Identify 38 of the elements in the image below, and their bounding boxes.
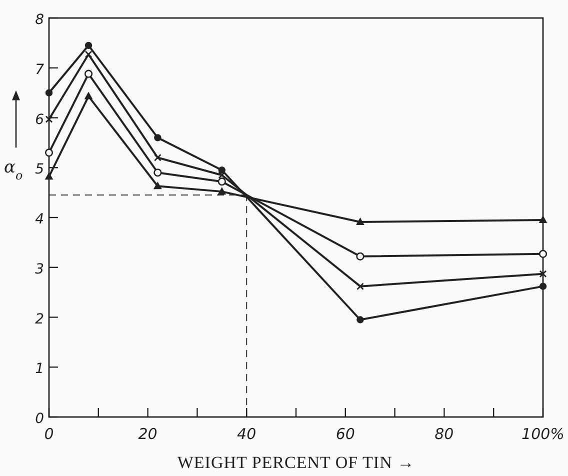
x-tick-label: 60 bbox=[336, 425, 355, 443]
y-axis-title: α$_{o}$ bbox=[4, 158, 23, 183]
point bbox=[356, 316, 364, 324]
point bbox=[218, 166, 226, 174]
point bbox=[84, 50, 92, 58]
point bbox=[356, 217, 364, 225]
point bbox=[84, 92, 93, 100]
point bbox=[44, 148, 54, 157]
y-tick-label: 8 bbox=[35, 12, 44, 28]
y-tick-label: 3 bbox=[35, 261, 44, 278]
point bbox=[218, 171, 226, 179]
y-tick-label: 0 bbox=[35, 411, 44, 427]
point bbox=[538, 250, 548, 258]
point bbox=[153, 182, 162, 190]
point bbox=[154, 168, 162, 177]
y-tick-label: 2 bbox=[35, 311, 44, 328]
point bbox=[45, 89, 53, 96]
x-axis-title: WEIGHT PERCENT OF TIN → bbox=[177, 453, 415, 472]
point bbox=[539, 270, 547, 278]
point bbox=[44, 172, 54, 180]
point bbox=[84, 42, 92, 50]
y-tick-label: 5 bbox=[35, 162, 44, 178]
y-tick-label: 4 bbox=[35, 212, 44, 228]
y-tick-label: 7 bbox=[35, 62, 44, 78]
x-tick-label: 20 bbox=[138, 425, 158, 443]
point bbox=[84, 70, 93, 78]
y-tick-label: 1 bbox=[35, 361, 44, 378]
point bbox=[218, 178, 226, 186]
point bbox=[154, 134, 162, 142]
point bbox=[356, 252, 364, 260]
point bbox=[218, 187, 226, 195]
x-tick-label: 100% bbox=[522, 425, 564, 443]
x-tick-label: 40 bbox=[237, 425, 256, 443]
y-tick-label: 6 bbox=[35, 112, 44, 128]
point bbox=[154, 154, 162, 162]
x-tick-label: 80 bbox=[434, 425, 454, 443]
point bbox=[539, 282, 547, 290]
point bbox=[356, 282, 364, 290]
